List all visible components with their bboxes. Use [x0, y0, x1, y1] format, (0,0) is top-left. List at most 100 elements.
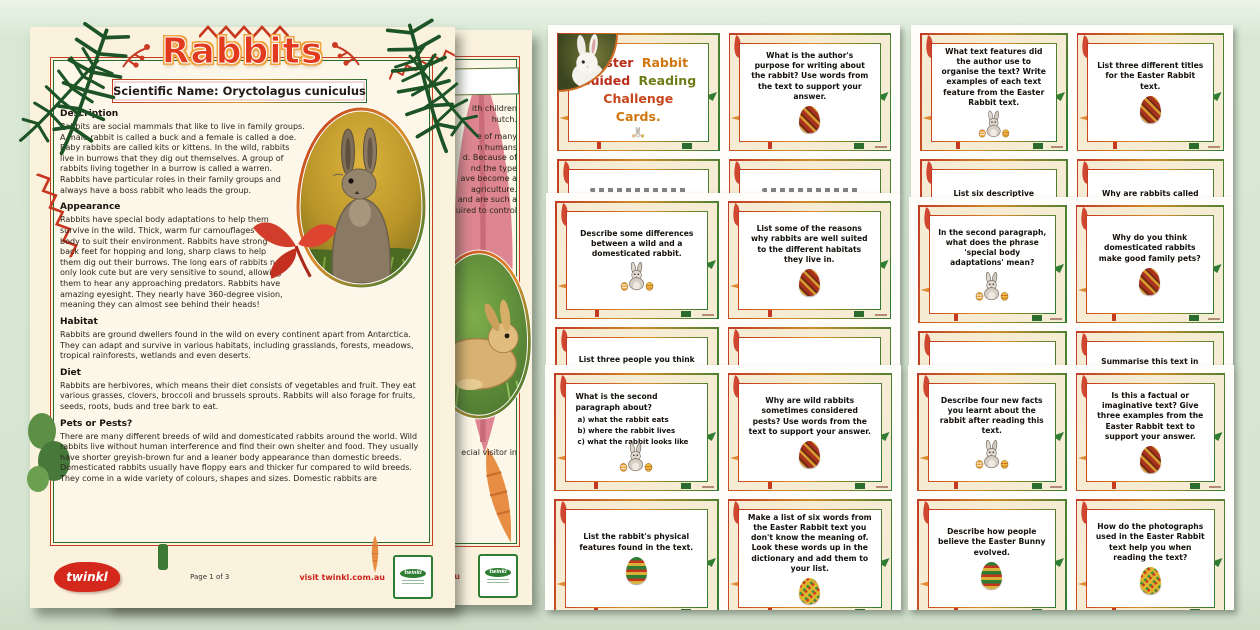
- page-number-label: Page 1 of 3: [190, 573, 230, 581]
- challenge-card: List three different titles for the East…: [1076, 33, 1224, 151]
- green-leaf-icon: [705, 92, 717, 101]
- clipped-text-fragment: [761, 187, 858, 192]
- easter-egg-icon: [799, 578, 821, 604]
- section-diet: Diet Rabbits are herbivores, which means…: [60, 368, 423, 413]
- card-question-text: Describe some differences between a wild…: [580, 228, 694, 259]
- text-fragment: e of many: [476, 132, 517, 142]
- berry-decoration-icon: [330, 39, 364, 69]
- green-leaf-icon: [704, 260, 716, 269]
- card-question-text: Summarise this text in five: [1101, 356, 1199, 366]
- green-dash-icon: [853, 142, 864, 149]
- card-question-text: What is the second paragraph about?: [575, 392, 658, 412]
- badge-lines: [487, 578, 509, 585]
- carrot-icon: [1079, 114, 1092, 122]
- card-border-band: Make a list of six words from the Easter…: [729, 500, 891, 610]
- page-title: Rabbits: [161, 31, 324, 73]
- card-border-band: List three different titles for the East…: [1078, 34, 1223, 150]
- red-dash-icon: [1111, 313, 1116, 321]
- twinkl-microtext: [1207, 317, 1220, 320]
- challenge-card: Why are wild rabbits sometimes considere…: [727, 373, 892, 491]
- red-dash-icon: [956, 141, 961, 149]
- challenge-card: Why do you think domesticated rabbits ma…: [1075, 205, 1224, 323]
- section-pets-or-pests: Pets or Pests? There are many different …: [60, 419, 423, 485]
- berry-decoration-icon: [118, 41, 152, 71]
- card-border-band: Summarise this text in five: [1077, 332, 1223, 366]
- green-dash-icon: [854, 482, 865, 489]
- card-question-text: What text features did the author use to…: [941, 46, 1046, 107]
- twinkl-quality-badge: twinkl: [478, 554, 518, 598]
- section-appearance: Appearance Rabbits have special body ada…: [60, 202, 423, 311]
- green-dash-icon: [1031, 314, 1042, 321]
- title-word: Reading: [638, 72, 697, 88]
- red-dash-icon: [1112, 481, 1117, 489]
- section-heading: Appearance: [60, 202, 121, 213]
- easter-egg-icon: [799, 441, 821, 468]
- challenge-card: What is the second paragraph about? a) w…: [554, 373, 719, 491]
- twinkl-site-link: visit twinkl.com.au: [299, 572, 385, 582]
- challenge-card-clipped: List three people you think would enjoy: [555, 327, 719, 365]
- green-leaf-icon: [877, 432, 890, 441]
- easter-egg-icon: [1139, 567, 1161, 594]
- stem-decoration-icon: [158, 544, 168, 570]
- card-question-text: Describe how people believe the Easter B…: [938, 527, 1046, 557]
- card-question-text: List the rabbit's physical features foun…: [579, 532, 694, 552]
- text-fragment: and are such a: [457, 195, 517, 205]
- card-border-band: List the rabbit's physical features foun…: [555, 500, 717, 610]
- card-border-band: [558, 160, 718, 193]
- twinkl-logo: twinkl: [54, 562, 120, 592]
- easter-egg-icon: [625, 556, 647, 584]
- green-leaf-icon: [1210, 558, 1223, 567]
- twinkl-microtext: [1051, 145, 1063, 148]
- red-dash-icon: [767, 481, 772, 489]
- red-dash-icon: [768, 141, 773, 149]
- card-border-band: Is this a factual or imaginative text? G…: [1077, 374, 1224, 490]
- twinkl-microtext: [875, 485, 888, 488]
- green-dash-icon: [1190, 608, 1201, 610]
- red-dash-icon: [596, 141, 601, 149]
- badge-lines: [402, 579, 424, 586]
- card-border-band: Easter Rabbit Guided Reading Challenge C…: [557, 33, 718, 150]
- rabbit-with-eggs-icon: [617, 442, 655, 472]
- red-dash-icon: [954, 313, 959, 321]
- answer-option: b) where the rabbit lives: [577, 426, 676, 435]
- scientific-name-text: Scientific Name: Oryctolagus cuniculus: [113, 84, 366, 98]
- challenge-card: What text features did the author use to…: [920, 33, 1068, 151]
- title-word: Challenge: [603, 90, 674, 106]
- card-border-band: Why are rabbits called social animals?: [1078, 160, 1223, 197]
- card-border-band: Why are wild rabbits sometimes considere…: [729, 374, 891, 490]
- red-dash-icon: [1112, 607, 1117, 610]
- text-fragment: n humans: [477, 142, 517, 152]
- green-dash-icon: [681, 482, 692, 489]
- card-question-text: What is the author's purpose for writing…: [751, 50, 869, 101]
- card-border-band: Why do you think domesticated rabbits ma…: [1077, 206, 1223, 322]
- easter-egg-icon: [799, 106, 821, 134]
- carrot-icon: [1078, 580, 1091, 588]
- green-dash-icon: [853, 310, 864, 317]
- carrot-icon: [730, 282, 743, 290]
- challenge-card: Describe how people believe the Easter B…: [917, 499, 1067, 610]
- section-text: Rabbits have special body adaptations to…: [60, 215, 284, 310]
- green-dash-icon: [1189, 314, 1200, 321]
- text-fragment: agriculture.: [471, 184, 517, 194]
- card-border-band: What is the second paragraph about? a) w…: [555, 374, 717, 490]
- card-border-band: [730, 160, 890, 193]
- text-fragment: ave become a: [460, 174, 517, 184]
- green-dash-icon: [854, 608, 865, 610]
- easter-egg-icon: [1139, 95, 1161, 123]
- challenge-card: List some of the reasons why rabbits are…: [727, 201, 891, 319]
- green-leaf-icon: [876, 92, 889, 101]
- card-border-band: [729, 328, 890, 365]
- scientific-name-bar: Scientific Name: Oryctolagus cuniculus: [112, 79, 367, 103]
- green-dash-icon: [681, 310, 692, 317]
- title-line: Challenge Cards.: [577, 90, 701, 126]
- green-leaf-icon: [704, 432, 716, 441]
- card-border-band: How do the photographs used in the Easte…: [1077, 500, 1224, 610]
- green-dash-icon: [1031, 482, 1042, 489]
- text-fragment: ecial visitor in: [461, 448, 517, 457]
- carrot-icon: [730, 454, 743, 462]
- carrot-icon: [557, 282, 571, 290]
- challenge-card-clipped: [557, 159, 720, 193]
- green-dash-icon: [681, 608, 692, 610]
- easter-egg-icon: [1139, 267, 1161, 295]
